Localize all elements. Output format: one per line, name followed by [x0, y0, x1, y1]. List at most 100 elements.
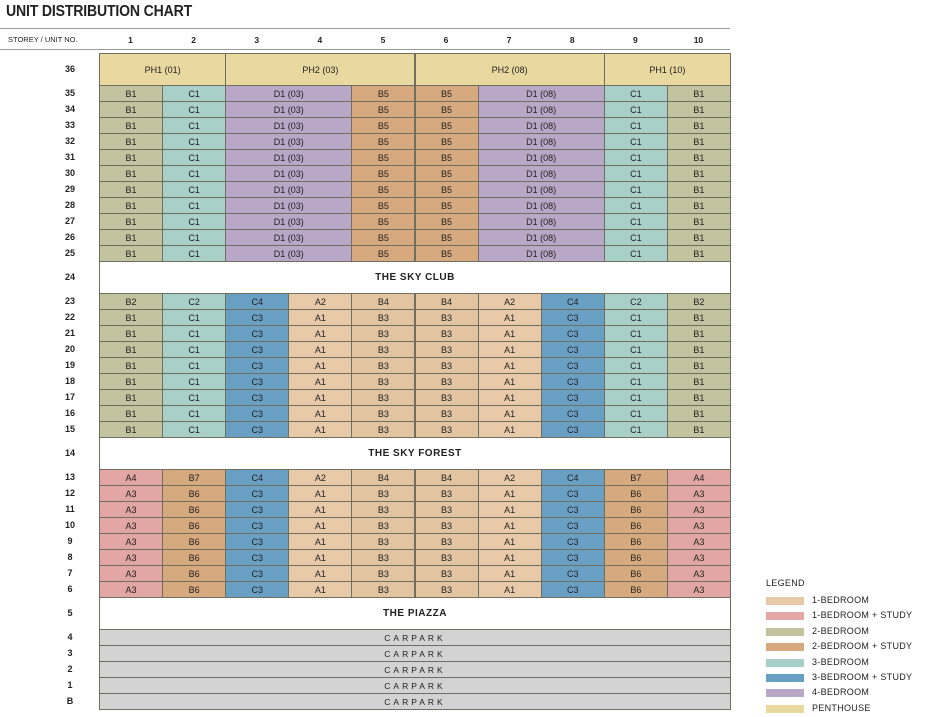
- unit-cell: C1: [162, 229, 227, 246]
- unit-cell: B1: [99, 309, 164, 326]
- storey-header: STOREY / UNIT NO.: [8, 35, 78, 44]
- unit-cell: A2: [477, 293, 542, 310]
- unit-cell: D1 (08): [477, 181, 605, 198]
- unit-cell: B1: [666, 389, 731, 406]
- unit-cell: B3: [414, 421, 479, 438]
- unit-cell: B5: [351, 181, 416, 198]
- unit-cell: B3: [351, 533, 416, 550]
- unit-cell: B1: [99, 181, 164, 198]
- unit-cell: B3: [351, 517, 416, 534]
- unit-cell: C1: [162, 341, 227, 358]
- unit-cell: C3: [225, 389, 290, 406]
- unit-cell: B1: [666, 357, 731, 374]
- storey-label: 26: [64, 232, 75, 242]
- unit-cell: B1: [99, 197, 164, 214]
- unit-cell: C3: [225, 357, 290, 374]
- storey-label: 7: [67, 568, 73, 578]
- unit-cell: A4: [666, 469, 731, 486]
- unit-cell: C1: [603, 309, 668, 326]
- unit-cell: C3: [225, 373, 290, 390]
- unit-cell: A3: [99, 501, 164, 518]
- unit-cell: B6: [162, 517, 227, 534]
- unit-cell: A3: [99, 549, 164, 566]
- unit-cell: C3: [540, 405, 605, 422]
- unit-cell: B1: [99, 133, 164, 150]
- legend-swatch: [766, 612, 804, 621]
- unit-cell: C3: [225, 325, 290, 342]
- unit-cell: B5: [351, 165, 416, 182]
- unit-cell: B1: [666, 309, 731, 326]
- unit-cell: C1: [162, 149, 227, 166]
- unit-cell: B5: [414, 197, 479, 214]
- unit-cell: B1: [666, 85, 731, 102]
- storey-label: 36: [64, 64, 75, 74]
- unit-cell: D1 (08): [477, 149, 605, 166]
- legend-label: 3-BEDROOM: [812, 656, 870, 667]
- storey-label: 32: [64, 136, 75, 146]
- unit-cell: B1: [99, 341, 164, 358]
- unit-number: 8: [569, 35, 575, 45]
- unit-cell: B1: [99, 373, 164, 390]
- unit-cell: B1: [666, 325, 731, 342]
- unit-cell: A3: [666, 581, 731, 598]
- unit-cell: B3: [351, 501, 416, 518]
- unit-cell: C3: [540, 485, 605, 502]
- unit-cell: B2: [99, 293, 164, 310]
- unit-cell: C1: [603, 213, 668, 230]
- unit-cell: B7: [603, 469, 668, 486]
- unit-cell: C1: [603, 197, 668, 214]
- unit-cell: C3: [540, 373, 605, 390]
- unit-cell: B1: [666, 245, 731, 262]
- unit-cell: C3: [225, 405, 290, 422]
- unit-cell: B1: [666, 101, 731, 118]
- unit-cell: B1: [99, 357, 164, 374]
- unit-cell: B3: [414, 405, 479, 422]
- storey-label: 28: [64, 200, 75, 210]
- storey-label: 29: [64, 184, 75, 194]
- unit-cell: C1: [603, 325, 668, 342]
- unit-cell: B3: [351, 485, 416, 502]
- unit-cell: D1 (08): [477, 229, 605, 246]
- unit-cell: B1: [99, 245, 164, 262]
- unit-cell: C1: [162, 213, 227, 230]
- unit-cell: C3: [540, 581, 605, 598]
- unit-cell: A1: [477, 373, 542, 390]
- unit-cell: C1: [603, 405, 668, 422]
- storey-label: 6: [67, 584, 73, 594]
- unit-cell: B3: [414, 389, 479, 406]
- unit-number: 1: [128, 35, 133, 45]
- unit-cell: D1 (08): [477, 213, 605, 230]
- unit-cell: CARPARK: [99, 677, 731, 694]
- unit-cell: B1: [99, 101, 164, 118]
- unit-number: 6: [443, 35, 449, 45]
- header-rule: [0, 49, 730, 50]
- unit-cell: C1: [603, 389, 668, 406]
- unit-cell: C1: [162, 357, 227, 374]
- unit-cell: B5: [351, 213, 416, 230]
- unit-cell: B6: [162, 501, 227, 518]
- storey-label: 11: [65, 504, 75, 514]
- unit-cell: B5: [414, 213, 479, 230]
- storey-label: 23: [64, 296, 75, 306]
- unit-cell: C2: [603, 293, 668, 310]
- unit-cell: A1: [288, 485, 353, 502]
- legend-label: 3-BEDROOM + STUDY: [812, 672, 913, 682]
- legend-swatch: [766, 627, 804, 636]
- unit-cell: B1: [99, 229, 164, 246]
- unit-cell: B3: [414, 341, 479, 358]
- unit-cell: B1: [666, 213, 731, 230]
- unit-cell: B1: [666, 229, 731, 246]
- unit-cell: A3: [666, 517, 731, 534]
- unit-cell: B6: [603, 517, 668, 534]
- storey-label: 9: [67, 536, 73, 546]
- unit-cell: B5: [351, 117, 416, 134]
- unit-cell: B6: [162, 565, 227, 582]
- unit-cell: C4: [225, 469, 290, 486]
- unit-cell: D1 (03): [225, 149, 353, 166]
- unit-cell: CARPARK: [99, 629, 731, 646]
- storey-label: 17: [64, 392, 75, 402]
- unit-cell: A1: [477, 421, 542, 438]
- storey-label: 12: [64, 488, 75, 498]
- unit-number: 4: [317, 35, 323, 45]
- unit-cell: A1: [477, 501, 542, 518]
